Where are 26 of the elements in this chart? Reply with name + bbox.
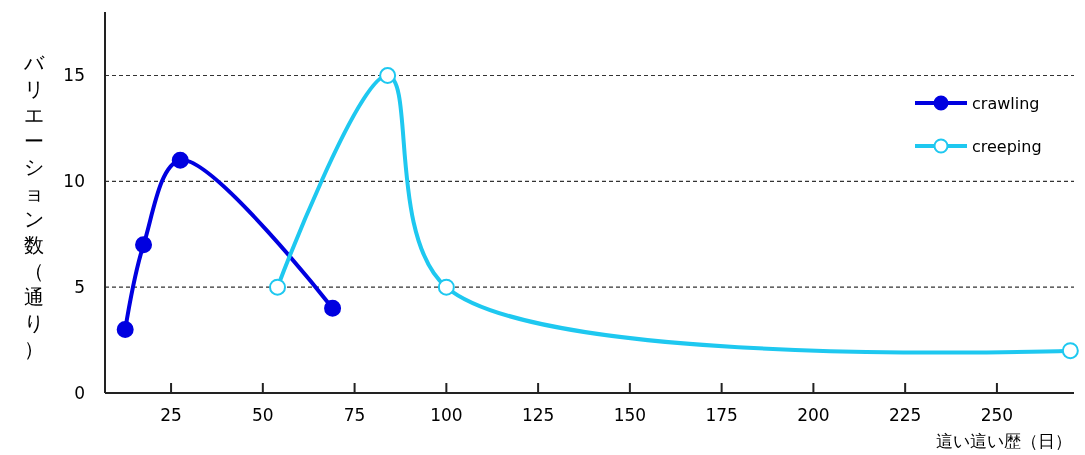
x-tick-label: 175: [705, 405, 738, 425]
x-tick-label: 75: [343, 405, 366, 425]
point: [171, 151, 189, 169]
point: [324, 299, 342, 317]
x-tick-label: 125: [521, 405, 555, 425]
legend-label: creeping: [972, 136, 1042, 156]
x-tick-label: 100: [430, 405, 463, 425]
x-axis-title: 這い這い歴（日）: [936, 431, 1072, 451]
point: [437, 278, 455, 296]
point: [269, 278, 287, 296]
x-tick-label: 150: [613, 405, 647, 425]
point: [1061, 342, 1079, 360]
legend-label: crawling: [972, 93, 1040, 113]
text: バリエーション数（通り）: [24, 51, 44, 361]
point: [135, 236, 153, 254]
x-tick-label: 225: [888, 405, 922, 425]
point: [379, 67, 397, 84]
y-tick-label: 0: [74, 382, 85, 403]
x-tick-label: 50: [252, 405, 274, 425]
point: [116, 321, 134, 338]
y-tick-label: 10: [63, 171, 85, 192]
y-tick-label: 5: [74, 277, 85, 298]
x-tick-label: 200: [797, 405, 830, 425]
x-tick-label: 250: [980, 405, 1014, 425]
x-tick-label: 25: [160, 405, 182, 425]
y-tick-label: 15: [63, 65, 85, 86]
